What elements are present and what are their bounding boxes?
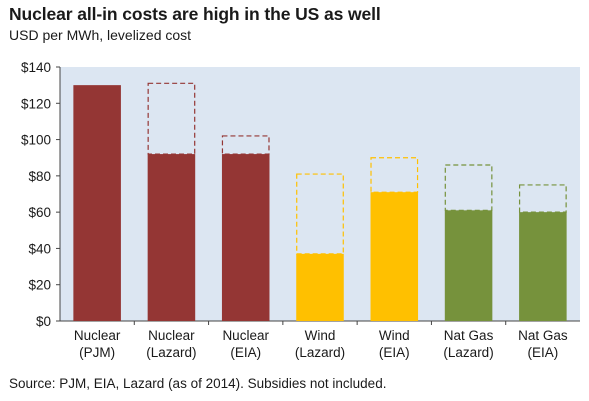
bar-all-in-outline	[221, 135, 270, 155]
x-tick-label: (EIA)	[379, 345, 410, 360]
chart-title: Nuclear all-in costs are high in the US …	[9, 4, 381, 24]
y-tick-label: $40	[28, 241, 51, 256]
bar-solid	[147, 154, 196, 321]
x-tick-label: (PJM)	[79, 345, 115, 360]
bar-solid	[221, 154, 270, 321]
x-tick-label: Nuclear	[74, 328, 121, 343]
bar-all-in-outline	[370, 157, 419, 193]
x-tick-label: (EIA)	[230, 345, 261, 360]
bar-solid	[519, 212, 567, 321]
bar-all-in-outline	[296, 173, 344, 255]
x-tick-label: Nat Gas	[518, 328, 568, 343]
x-tick-label: (Lazard)	[443, 345, 493, 360]
x-tick-label: Nat Gas	[444, 328, 494, 343]
bar-solid	[296, 253, 344, 321]
y-tick-label: $60	[28, 205, 51, 220]
x-tick-label: Wind	[305, 328, 336, 343]
y-tick-label: $0	[36, 314, 51, 329]
x-tick-label: (Lazard)	[146, 345, 196, 360]
x-tick-label: (EIA)	[527, 345, 558, 360]
bar-solid	[370, 192, 419, 321]
x-tick-label: (Lazard)	[295, 345, 345, 360]
x-tick-label: Nuclear	[222, 328, 269, 343]
bar-solid	[444, 210, 493, 321]
y-tick-label: $140	[21, 60, 51, 75]
y-tick-label: $20	[28, 278, 51, 293]
x-tick-label: Wind	[379, 328, 410, 343]
y-tick-label: $120	[21, 96, 51, 111]
y-tick-label: $100	[21, 133, 51, 148]
chart-subtitle: USD per MWh, levelized cost	[9, 27, 192, 43]
y-tick-label: $80	[28, 169, 51, 184]
source-note: Source: PJM, EIA, Lazard (as of 2014). S…	[9, 376, 387, 391]
x-tick-label: Nuclear	[148, 328, 195, 343]
bar-solid	[73, 85, 121, 322]
